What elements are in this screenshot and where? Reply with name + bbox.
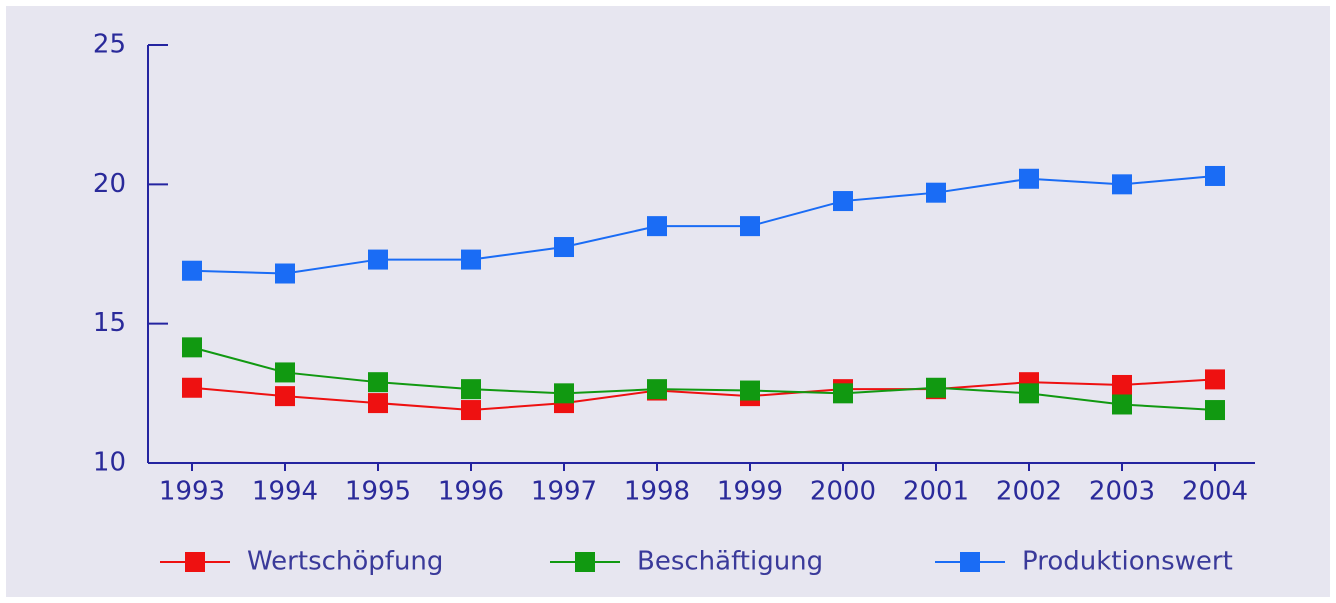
- series-line: [191, 378, 1216, 412]
- point: [275, 386, 295, 407]
- x-tick-label: 1994: [252, 477, 318, 507]
- point: [461, 249, 481, 270]
- x-tick-label: 1995: [345, 477, 411, 507]
- point: [1112, 394, 1132, 415]
- point: [1205, 369, 1225, 390]
- point: [554, 383, 574, 404]
- point: [368, 249, 388, 270]
- point: [554, 237, 574, 258]
- point: [275, 362, 295, 383]
- point: [368, 393, 388, 414]
- series-line: [191, 174, 1216, 275]
- point: [647, 379, 667, 400]
- point: [182, 337, 202, 358]
- point: [1112, 174, 1132, 195]
- point: [740, 380, 760, 401]
- y-tick-label: 10: [93, 448, 126, 478]
- x-tick-label: 1993: [159, 477, 225, 507]
- x-tick-label: 1996: [438, 477, 504, 507]
- point: [275, 263, 295, 284]
- point: [1205, 400, 1225, 421]
- legend-label: Produktionswert: [1022, 547, 1233, 577]
- legend-label: Wertschöpfung: [247, 547, 443, 577]
- x-tick-label: 2002: [996, 477, 1062, 507]
- x-tick-label: 2003: [1089, 477, 1155, 507]
- point: [1112, 374, 1132, 395]
- point: [461, 400, 481, 421]
- x-tick-label: 2000: [810, 477, 876, 507]
- y-tick-label: 15: [93, 308, 126, 338]
- series-line: [191, 346, 1216, 412]
- x-tick-label: 2001: [903, 477, 969, 507]
- legend-marker: [960, 552, 980, 572]
- point: [833, 191, 853, 212]
- x-tick-label: 1998: [624, 477, 690, 507]
- background: [6, 6, 1330, 597]
- point: [182, 260, 202, 281]
- point: [926, 377, 946, 398]
- y-tick-label: 20: [93, 169, 126, 199]
- legend-marker: [185, 552, 205, 572]
- point: [461, 379, 481, 400]
- legend: Wertschöpfung Beschäftigung Produktionswer…: [160, 547, 1233, 577]
- point: [182, 377, 202, 398]
- legend-label: Beschäftigung: [637, 547, 823, 577]
- point: [833, 383, 853, 404]
- point: [368, 372, 388, 393]
- point: [1019, 168, 1039, 189]
- x-tick-label: 1999: [717, 477, 783, 507]
- point: [740, 216, 760, 237]
- y-tick-label: 25: [93, 30, 126, 60]
- legend-marker: [575, 552, 595, 572]
- point: [926, 182, 946, 203]
- point: [647, 216, 667, 237]
- point: [1019, 383, 1039, 404]
- x-tick-label: 1997: [531, 477, 597, 507]
- x-tick-label: 2004: [1182, 477, 1248, 507]
- point: [1205, 165, 1225, 186]
